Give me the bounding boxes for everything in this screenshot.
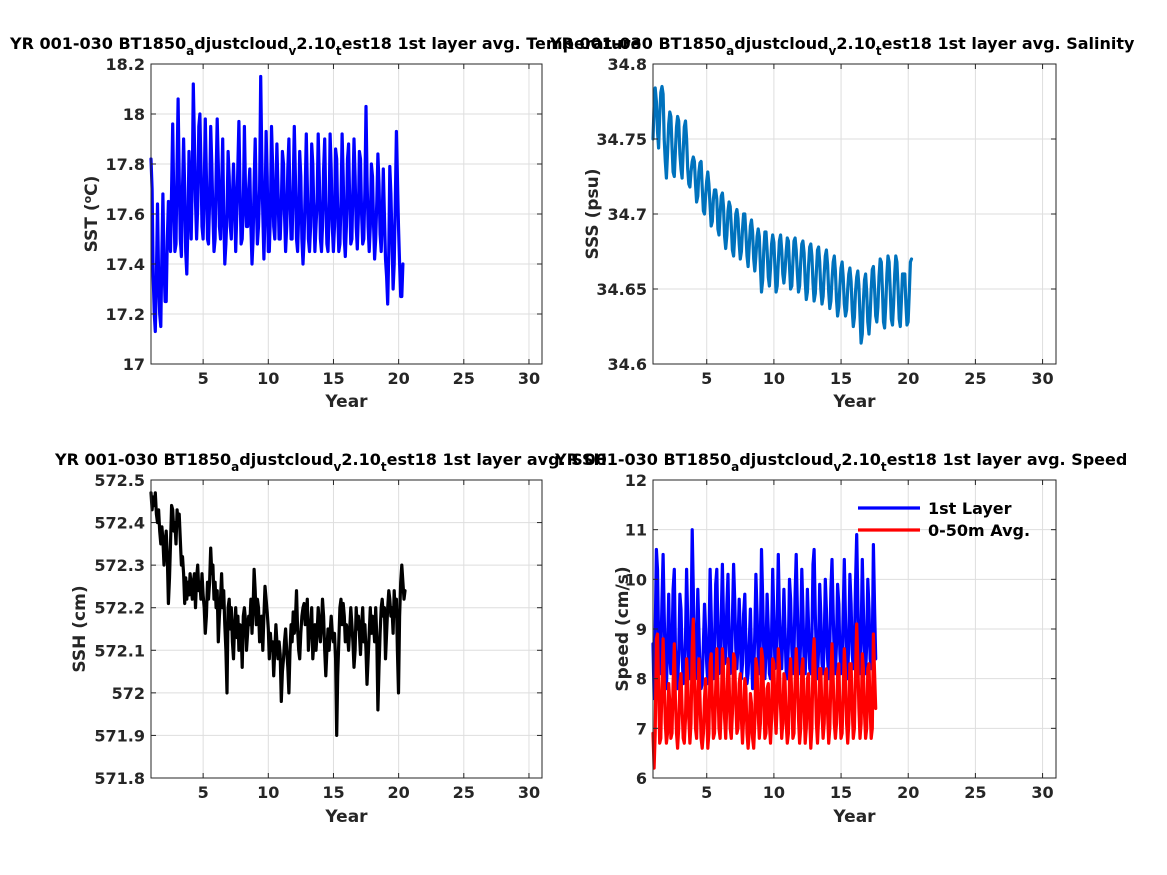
y-tick-label: 17.4 (106, 255, 145, 274)
y-tick-label: 17.8 (106, 155, 145, 174)
y-tick-label: 34.6 (608, 355, 647, 374)
y-tick-label: 571.9 (94, 726, 145, 745)
x-tick-label: 20 (388, 369, 410, 388)
x-axis-label: Year (832, 807, 876, 827)
y-tick-label: 9 (636, 620, 647, 639)
y-tick-label: 17.2 (106, 305, 145, 324)
series-line (149, 491, 407, 738)
x-tick-label: 25 (964, 783, 986, 802)
x-tick-label: 5 (198, 369, 209, 388)
panel-sss: 5 10 15 20 25 30 34.6 34.65 34.7 34.75 34.8 Year SSS… (549, 34, 1135, 412)
y-tick-label: 34.8 (608, 55, 647, 74)
x-tick-label: 10 (763, 369, 785, 388)
x-tick-label: 25 (453, 783, 475, 802)
y-tick-label: 8 (636, 670, 647, 689)
x-tick-label: 10 (763, 783, 785, 802)
y-tick-label: 18.2 (106, 55, 145, 74)
axes-frame (150, 479, 543, 779)
x-tick-label: 10 (257, 369, 279, 388)
y-tick-label: 572.2 (94, 599, 145, 618)
y-tick-label: 34.7 (608, 205, 647, 224)
chart-title: YR 001-030 BT1850adjustcloudv2.10test18 … (9, 34, 641, 58)
chart-title: YR 001-030 BT1850adjustcloudv2.10test18 … (549, 34, 1135, 58)
legend-label: 0-50m Avg. (928, 521, 1030, 540)
y-tick-label: 572.1 (94, 641, 145, 660)
y-tick-label: 6 (636, 769, 647, 788)
y-tick-label: 34.65 (596, 280, 647, 299)
x-tick-label: 30 (518, 783, 540, 802)
x-tick-label: 30 (1031, 783, 1053, 802)
panel-speed: 5 10 15 20 25 30 6 7 8 9 10 11 12 Year Speed (cm/s) YR … (554, 450, 1127, 827)
x-tick-label: 30 (518, 369, 540, 388)
legend-label: 1st Layer (928, 499, 1012, 518)
series-line (651, 84, 914, 345)
y-tick-label: 18 (123, 105, 145, 124)
x-tick-label: 30 (1031, 369, 1053, 388)
x-tick-label: 20 (897, 369, 919, 388)
x-tick-label: 15 (830, 369, 852, 388)
y-tick-label: 572.5 (94, 471, 145, 490)
x-tick-label: 15 (322, 369, 344, 388)
y-tick-label: 572.4 (94, 514, 145, 533)
y-tick-label: 17.6 (106, 205, 145, 224)
x-tick-label: 15 (322, 783, 344, 802)
x-tick-label: 5 (198, 783, 209, 802)
chart-title: YR 001-030 BT1850adjustcloudv2.10test18 … (554, 450, 1127, 474)
x-axis-label: Year (832, 392, 876, 412)
x-tick-label: 20 (388, 783, 410, 802)
x-tick-label: 25 (453, 369, 475, 388)
legend: 1st Layer 0-50m Avg. (858, 499, 1030, 540)
series-line (149, 74, 405, 334)
y-tick-label: 17 (123, 355, 145, 374)
x-tick-label: 15 (830, 783, 852, 802)
y-tick-label: 12 (625, 471, 647, 490)
panel-sst: 5 10 15 20 25 30 17 17.2 17.4 17.6 17.8 18 18.2 Year S… (9, 34, 641, 412)
chart-title: YR 001-030 BT1850adjustcloudv2.10test18 … (54, 450, 607, 474)
x-tick-label: 10 (257, 783, 279, 802)
panels: 5 10 15 20 25 30 17 17.2 17.4 17.6 17.8 18 18.2 Year S… (9, 34, 1135, 827)
series-line (651, 617, 878, 770)
panel-ssh: 5 10 15 20 25 30 571.8 571.9 572 572.1 572.2 572.3 5… (54, 450, 607, 827)
y-tick-label: 572.3 (94, 556, 145, 575)
y-tick-label: 34.75 (596, 130, 647, 149)
y-axis-label: SSS (psu) (583, 168, 603, 259)
y-axis-label: Speed (cm/s) (613, 566, 633, 691)
x-axis-label: Year (324, 392, 368, 412)
x-tick-label: 25 (964, 369, 986, 388)
x-tick-label: 5 (701, 783, 712, 802)
y-tick-label: 572 (112, 684, 145, 703)
x-tick-label: 5 (701, 369, 712, 388)
y-tick-label: 7 (636, 719, 647, 738)
y-tick-label: 571.8 (94, 769, 145, 788)
y-tick-label: 11 (625, 521, 647, 540)
y-axis-label: SSH (cm) (70, 585, 90, 672)
y-axis-label: SST (oC) (81, 176, 102, 253)
x-axis-label: Year (324, 807, 368, 827)
x-tick-label: 20 (897, 783, 919, 802)
y-tick-label: 10 (625, 570, 647, 589)
